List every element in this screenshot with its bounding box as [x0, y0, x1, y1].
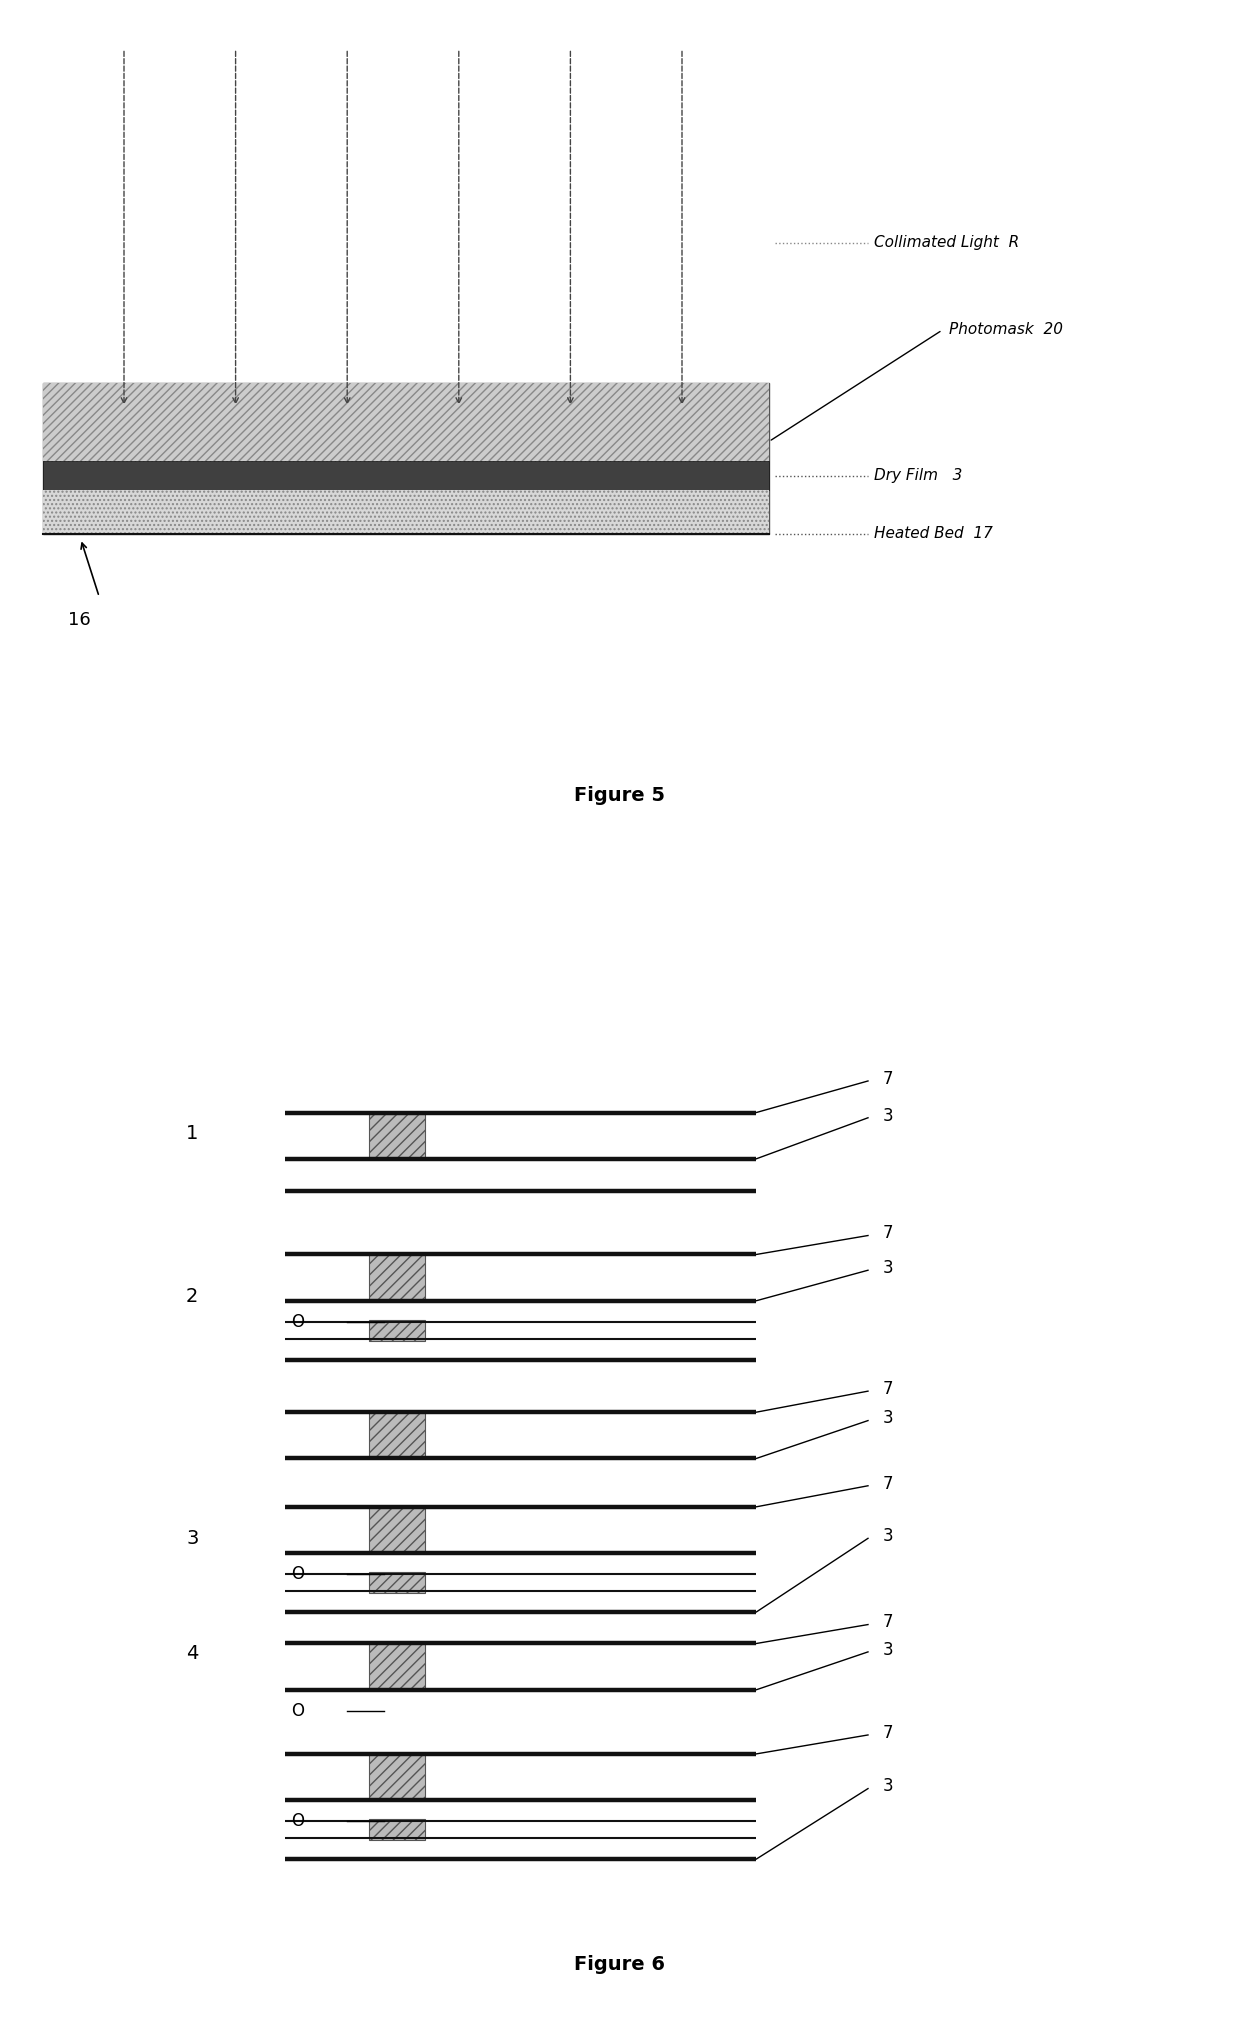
Text: 3: 3 [186, 1529, 198, 1547]
Text: O: O [291, 1312, 304, 1330]
Bar [370, 1644, 424, 1690]
Bar [43, 384, 769, 461]
Text: 4: 4 [186, 1644, 198, 1664]
Text: 7: 7 [883, 1614, 893, 1632]
Text: Figure 6: Figure 6 [574, 1955, 666, 1973]
Text: 3: 3 [883, 1777, 894, 1796]
Bar [370, 1320, 424, 1341]
Bar [370, 1411, 424, 1458]
Text: Heated Bed  17: Heated Bed 17 [874, 526, 993, 542]
Text: O: O [291, 1565, 304, 1583]
Text: 7: 7 [883, 1381, 893, 1397]
Text: 3: 3 [883, 1527, 894, 1545]
Text: 3: 3 [883, 1409, 894, 1428]
Bar [43, 489, 769, 534]
Text: 16: 16 [68, 611, 91, 629]
Text: 1: 1 [186, 1124, 198, 1142]
Bar [43, 384, 769, 534]
Text: O: O [291, 1703, 304, 1721]
Text: 3: 3 [883, 1260, 894, 1278]
Text: Photomask  20: Photomask 20 [949, 321, 1063, 338]
Bar [370, 1506, 424, 1553]
Text: O: O [291, 1812, 304, 1830]
Text: 2: 2 [186, 1288, 198, 1306]
Text: Dry Film   3: Dry Film 3 [874, 467, 962, 483]
Bar [43, 461, 769, 489]
Bar [370, 1820, 424, 1840]
Text: 7: 7 [883, 1070, 893, 1088]
Text: 3: 3 [883, 1640, 894, 1658]
Text: 7: 7 [883, 1474, 893, 1492]
Text: 7: 7 [883, 1725, 893, 1741]
Bar [370, 1571, 424, 1593]
Text: Collimated Light  R: Collimated Light R [874, 235, 1019, 251]
Bar [370, 1753, 424, 1800]
Bar [370, 1254, 424, 1300]
Text: Figure 5: Figure 5 [574, 787, 666, 805]
Text: 3: 3 [883, 1106, 894, 1124]
Bar [370, 1114, 424, 1159]
Text: 7: 7 [883, 1225, 893, 1242]
